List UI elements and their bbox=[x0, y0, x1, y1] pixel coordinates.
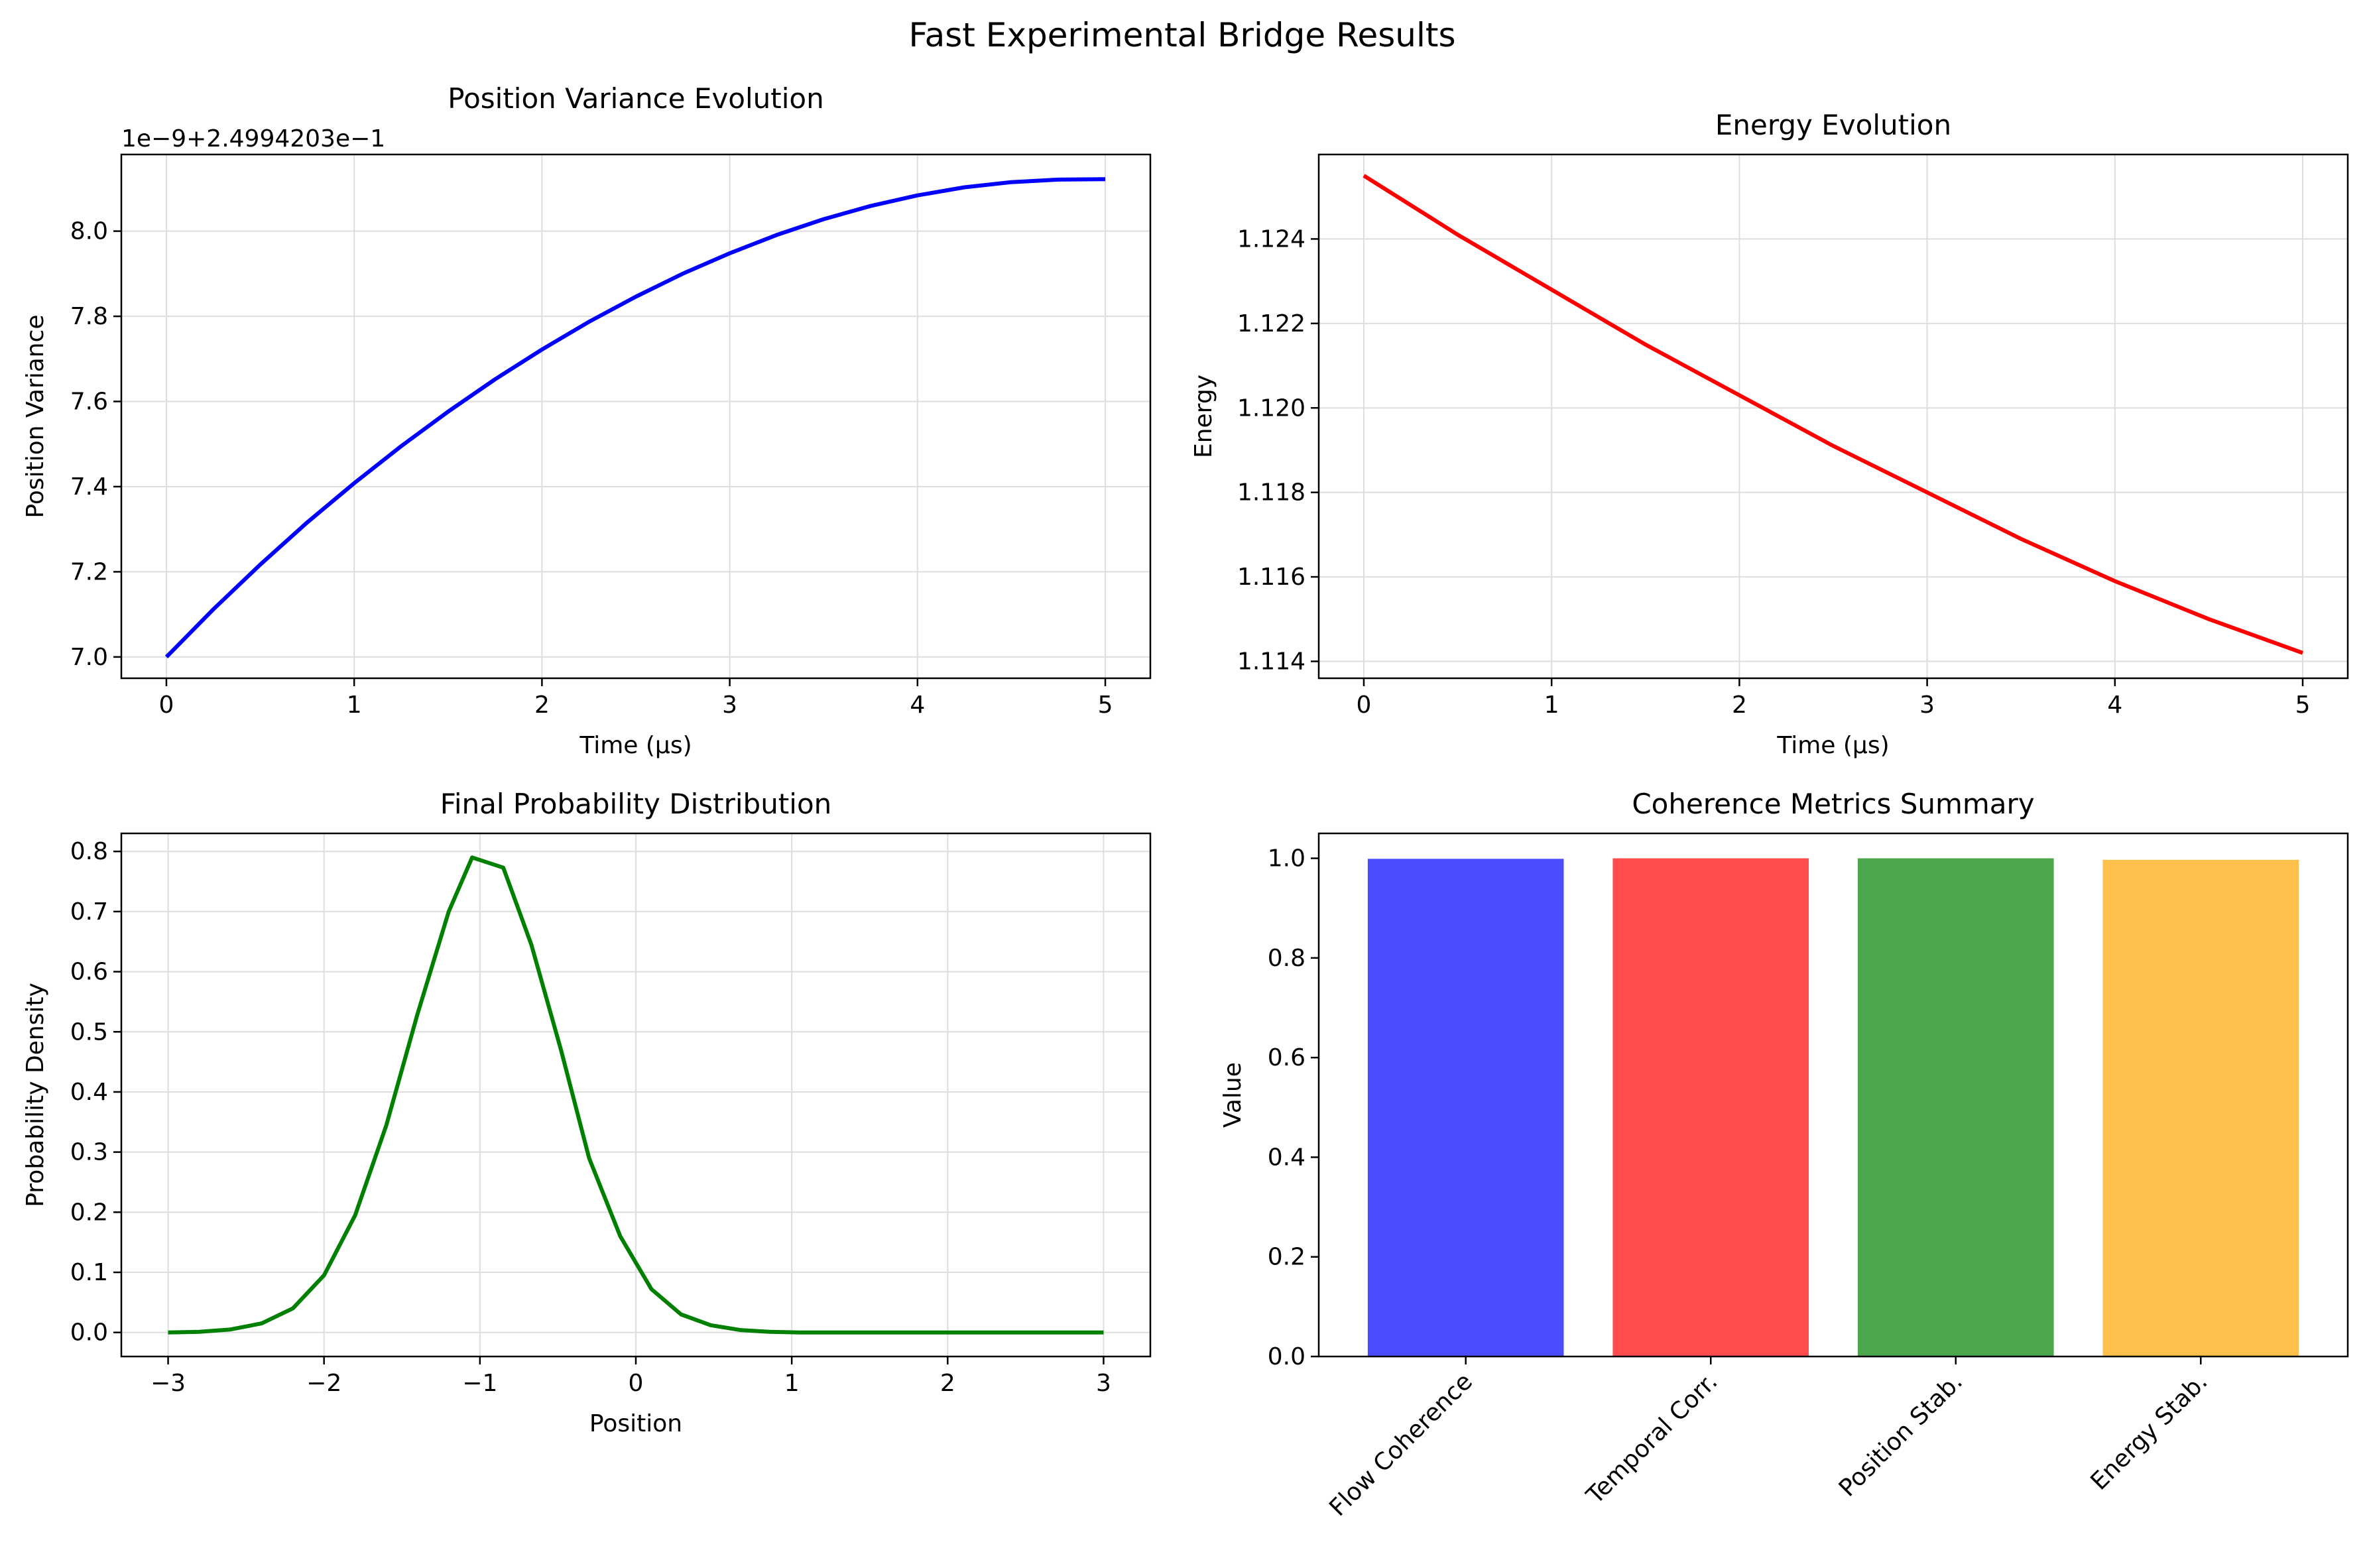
y-tick-label: 7.6 bbox=[70, 389, 108, 416]
y-tick-label: 1.114 bbox=[1237, 648, 1305, 676]
x-tick-label: −3 bbox=[151, 1370, 186, 1397]
axes-frame bbox=[1317, 832, 2349, 1358]
x-tick-label: 2 bbox=[1732, 692, 1747, 719]
x-tick-label: 1 bbox=[347, 692, 362, 719]
x-tick-label: 0 bbox=[629, 1370, 644, 1397]
x-tick-label: 1 bbox=[1544, 692, 1559, 719]
x-tick-label: 2 bbox=[534, 692, 550, 719]
axis-offset-text: 1e−9+2.4994203e−1 bbox=[121, 125, 385, 152]
x-axis-label: Position bbox=[589, 1410, 682, 1437]
panel-title: Coherence Metrics Summary bbox=[1632, 788, 2034, 820]
panel-title: Position Variance Evolution bbox=[448, 82, 824, 115]
y-axis-label: Value bbox=[1219, 1062, 1246, 1128]
y-tick-label: 0.0 bbox=[70, 1319, 108, 1347]
y-tick-label: 1.116 bbox=[1237, 564, 1305, 591]
y-tick-label: 0.2 bbox=[70, 1199, 108, 1226]
x-tick-label: 0 bbox=[1357, 692, 1372, 719]
y-tick-label: 0.7 bbox=[70, 898, 108, 926]
y-axis-label: Energy bbox=[1190, 375, 1217, 458]
y-tick-label: 0.8 bbox=[70, 838, 108, 865]
coherence-panel: 0.0 0.2 0.4 0.6 0.8 1.0 Flow Coherence Temporal… bbox=[1219, 788, 2349, 1522]
x-tick-label: −2 bbox=[306, 1370, 341, 1397]
bar-temporal-corr bbox=[1612, 858, 1809, 1357]
axes-frame bbox=[120, 153, 1152, 680]
y-tick-label: 0.5 bbox=[70, 1018, 108, 1046]
figure-title: Fast Experimental Bridge Results bbox=[908, 16, 1455, 54]
y-tick-label: 0.2 bbox=[1268, 1244, 1305, 1271]
x-axis-label: Time (μs) bbox=[579, 732, 692, 759]
x-tick-label: 0 bbox=[159, 692, 174, 719]
y-tick-label: 0.6 bbox=[1268, 1044, 1305, 1071]
x-tick-label: 4 bbox=[910, 692, 925, 719]
x-tick-label: 4 bbox=[2107, 692, 2122, 719]
category-label: Energy Stab. bbox=[2085, 1368, 2213, 1495]
y-tick-label: 1.124 bbox=[1237, 225, 1305, 253]
y-tick-label: 7.2 bbox=[70, 558, 108, 585]
y-tick-label: 1.122 bbox=[1237, 310, 1305, 337]
x-tick-label: 1 bbox=[784, 1370, 800, 1397]
y-tick-label: 0.0 bbox=[1268, 1343, 1305, 1370]
distribution-line bbox=[168, 855, 1104, 1335]
bar-flow-coherence bbox=[1367, 859, 1564, 1357]
distribution-panel: 0.0 0.1 0.2 0.3 0.4 0.5 0.6 0.7 0.8 −3 −2 −1 0 1 2 3 Fin… bbox=[22, 788, 1152, 1437]
x-tick-label: 5 bbox=[2295, 692, 2311, 719]
y-tick-label: 7.0 bbox=[70, 644, 108, 671]
axes-frame bbox=[1317, 153, 2349, 680]
x-tick-label: 3 bbox=[1096, 1370, 1111, 1397]
energy-line bbox=[1363, 174, 2304, 655]
y-tick-label: 7.4 bbox=[70, 473, 108, 501]
variance-panel: 7.0 7.2 7.4 7.6 7.8 8.0 0 1 2 3 4 5 Position Varianc… bbox=[22, 82, 1152, 759]
x-tick-label: 2 bbox=[940, 1370, 955, 1397]
y-tick-label: 0.6 bbox=[70, 959, 108, 986]
y-axis-label: Position Variance bbox=[22, 314, 49, 518]
bar-position-stab bbox=[1857, 858, 2054, 1357]
bar-energy-stab bbox=[2102, 859, 2299, 1357]
x-tick-label: 3 bbox=[1919, 692, 1935, 719]
x-tick-label: −1 bbox=[462, 1370, 497, 1397]
y-axis-label: Probability Density bbox=[22, 983, 49, 1207]
category-label: Position Stab. bbox=[1834, 1368, 1968, 1502]
x-tick-label: 5 bbox=[1098, 692, 1113, 719]
y-tick-label: 0.8 bbox=[1268, 945, 1305, 972]
y-tick-label: 1.118 bbox=[1237, 479, 1305, 507]
category-label: Flow Coherence bbox=[1324, 1368, 1478, 1522]
panel-title: Energy Evolution bbox=[1715, 109, 1951, 141]
y-tick-label: 7.8 bbox=[70, 303, 108, 330]
variance-line bbox=[164, 177, 1106, 659]
x-tick-label: 3 bbox=[722, 692, 737, 719]
category-label: Temporal Corr. bbox=[1581, 1368, 1723, 1510]
y-tick-label: 1.120 bbox=[1237, 394, 1305, 422]
energy-panel: 1.114 1.116 1.118 1.120 1.122 1.124 0 1 2 3 4 5 Ener… bbox=[1190, 109, 2349, 759]
y-tick-label: 1.0 bbox=[1268, 845, 1305, 873]
y-tick-label: 0.1 bbox=[70, 1259, 108, 1286]
y-tick-label: 0.4 bbox=[70, 1079, 108, 1106]
y-tick-label: 8.0 bbox=[70, 218, 108, 245]
y-tick-label: 0.3 bbox=[70, 1139, 108, 1166]
y-tick-label: 0.4 bbox=[1268, 1144, 1305, 1171]
x-axis-label: Time (μs) bbox=[1776, 732, 1889, 759]
panel-title: Final Probability Distribution bbox=[440, 788, 832, 820]
